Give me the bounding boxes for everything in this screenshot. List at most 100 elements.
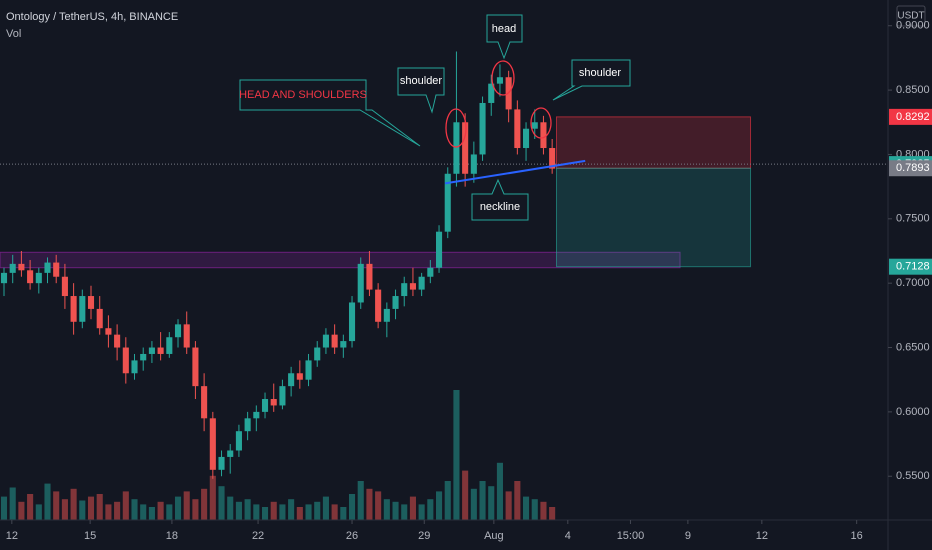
volume-bar — [244, 499, 251, 520]
volume-bar — [409, 496, 416, 520]
volume-bar — [549, 507, 556, 520]
volume-bar — [122, 491, 129, 520]
candle-body — [218, 456, 225, 470]
volume-bar — [79, 500, 86, 520]
candle-body — [366, 263, 373, 290]
candle-body — [9, 263, 16, 273]
volume-bar — [9, 487, 16, 520]
volume-label: Vol — [6, 28, 21, 40]
annotation: neckline — [480, 201, 520, 213]
callout-box — [552, 59, 631, 101]
price-badge-label: 0.8292 — [896, 111, 930, 123]
volume-bar — [27, 494, 34, 520]
candle-body — [131, 360, 138, 374]
volume-bar — [383, 499, 390, 520]
candle-body — [0, 272, 8, 284]
candle-body — [70, 296, 77, 322]
candle-body — [148, 347, 155, 354]
volume-bar — [61, 499, 68, 520]
price-badge-label: 0.7128 — [896, 261, 930, 273]
candle-body — [105, 328, 112, 335]
volume-bar — [35, 504, 42, 520]
candle-body — [27, 270, 34, 284]
candle-body — [227, 450, 234, 457]
volume-bar — [357, 481, 364, 520]
zone — [556, 116, 752, 169]
volume-bar — [218, 486, 225, 520]
candle-body — [18, 263, 25, 271]
candle-body — [296, 373, 303, 380]
candle-body — [322, 334, 329, 348]
volume-bar — [435, 491, 443, 520]
price-badge — [889, 160, 932, 177]
candle-body — [435, 231, 443, 268]
x-tick-label: 15 — [84, 530, 96, 542]
candle-body — [444, 173, 451, 232]
volume-bar — [53, 491, 60, 520]
volume-bar — [340, 507, 347, 520]
volume-bar — [105, 504, 112, 520]
annotation: HEAD AND SHOULDERS — [239, 89, 367, 101]
volume-bar — [227, 496, 234, 520]
candle-body — [462, 122, 469, 174]
volume-bar — [496, 462, 503, 520]
volume-bar — [114, 501, 121, 520]
x-tick-label: 26 — [346, 530, 358, 542]
x-tick-label: 15:00 — [617, 530, 645, 542]
price-badge — [889, 108, 932, 125]
volume-bar — [44, 483, 51, 520]
price-badge-label: 0.7893 — [896, 162, 930, 174]
annotation: shoulder — [579, 67, 622, 79]
volume-bar — [540, 501, 547, 520]
volume-bar — [157, 501, 164, 520]
volume-bar — [427, 499, 434, 520]
candle-body — [401, 283, 408, 297]
candle-body — [305, 360, 312, 380]
candle-body — [79, 296, 86, 322]
volume-bar — [462, 470, 469, 520]
price-badge — [889, 258, 932, 275]
volume-bar — [331, 504, 338, 520]
candle-body — [35, 272, 42, 284]
candle-body — [253, 411, 260, 419]
candle-body — [357, 263, 364, 303]
candle-body — [531, 122, 538, 129]
candle-body — [288, 373, 295, 387]
candle-body — [270, 399, 277, 406]
volume-bar — [174, 496, 182, 520]
currency[interactable]: USDT — [897, 11, 924, 22]
volume-pane — [0, 390, 556, 520]
volume-bar — [488, 486, 495, 520]
volume-bar — [401, 504, 408, 520]
x-tick-label: 9 — [685, 530, 691, 542]
candle-body — [53, 262, 60, 277]
volume-bar — [296, 507, 303, 520]
volume-bar — [366, 488, 373, 520]
candle-body — [44, 262, 51, 273]
chart-title: Ontology / TetherUS, 4h, BINANCE — [6, 11, 178, 23]
volume-bar — [201, 488, 208, 520]
volume-bar — [444, 481, 451, 520]
volume-bar — [235, 501, 242, 520]
volume-bar — [375, 491, 382, 520]
y-tick-label: 0.6500 — [896, 341, 930, 353]
candle-body — [540, 122, 547, 149]
annotation: shoulder — [400, 75, 443, 87]
candle-body — [479, 102, 486, 155]
volume-bar — [523, 496, 530, 520]
axes: 0.55000.60000.65000.70000.75000.80000.85… — [6, 20, 932, 542]
y-tick-label: 0.6000 — [896, 406, 930, 418]
candle-body — [261, 399, 269, 412]
volume-bar — [514, 481, 521, 520]
x-tick-label: 12 — [6, 530, 18, 542]
volume-bar — [253, 504, 260, 520]
shoulder-circle — [530, 107, 552, 139]
volume-bar — [531, 499, 538, 520]
candle-body — [279, 386, 286, 406]
y-tick-label: 0.9000 — [896, 20, 930, 32]
volume-bar — [0, 496, 8, 520]
candle-body — [348, 302, 356, 342]
volume-bar — [453, 390, 460, 520]
currency-box[interactable] — [896, 5, 926, 27]
